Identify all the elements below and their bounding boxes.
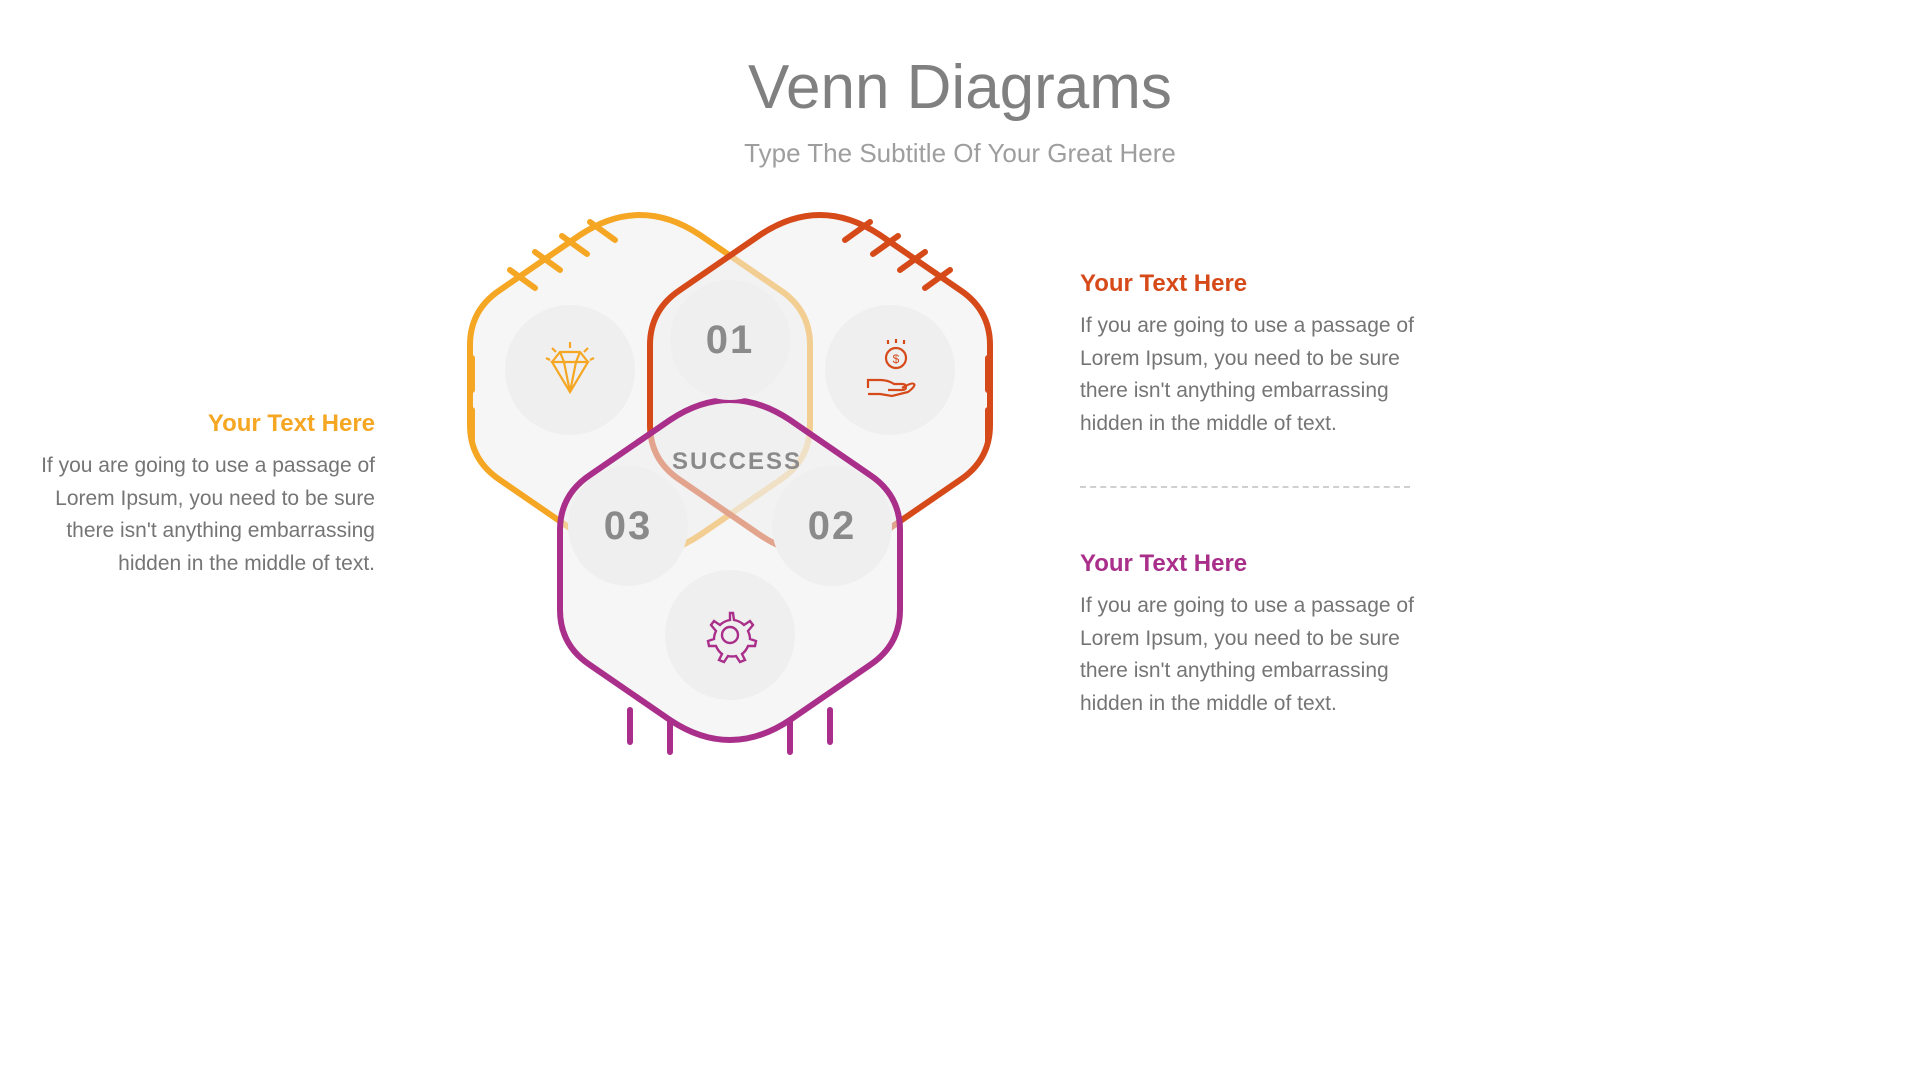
info-left-title: Your Text Here [35,410,375,438]
info-divider [1080,486,1410,488]
gear-icon [665,570,795,700]
svg-text:$: $ [893,352,900,366]
money-hand-icon: $ [825,305,955,435]
overlap-03: 03 [568,466,688,586]
info-right-2: Your Text Here If you are going to use a… [1080,550,1420,720]
info-right1-title: Your Text Here [1080,270,1420,298]
info-right2-body: If you are going to use a passage of Lor… [1080,590,1420,720]
page-subtitle: Type The Subtitle Of Your Great Here [0,138,1920,169]
info-right1-body: If you are going to use a passage of Lor… [1080,310,1420,440]
center-label: SUCCESS [672,448,802,476]
overlap-01: 01 [670,280,790,400]
info-right2-title: Your Text Here [1080,550,1420,578]
page-title: Venn Diagrams [0,52,1920,123]
info-left: Your Text Here If you are going to use a… [35,410,375,580]
venn-diagram: $ 01 02 03 SUCCESS [440,200,1020,820]
overlap-02: 02 [772,466,892,586]
diamond-icon [505,305,635,435]
info-left-body: If you are going to use a passage of Lor… [35,450,375,580]
info-right-1: Your Text Here If you are going to use a… [1080,270,1420,440]
